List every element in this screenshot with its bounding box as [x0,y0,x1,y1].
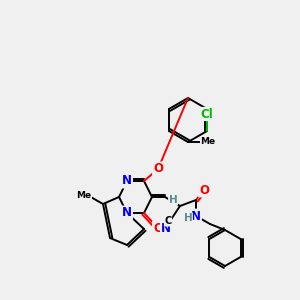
Text: O: O [153,221,163,235]
Text: N: N [122,175,132,188]
Text: N: N [161,221,171,235]
Text: H: H [169,195,177,205]
Text: C: C [164,216,172,226]
Text: O: O [153,163,163,176]
Text: Me: Me [76,191,92,200]
Text: Me: Me [200,137,216,146]
Text: Cl: Cl [201,107,213,121]
Text: O: O [199,184,209,196]
Text: H: H [184,213,192,223]
Text: N: N [191,209,201,223]
Text: N: N [122,206,132,220]
